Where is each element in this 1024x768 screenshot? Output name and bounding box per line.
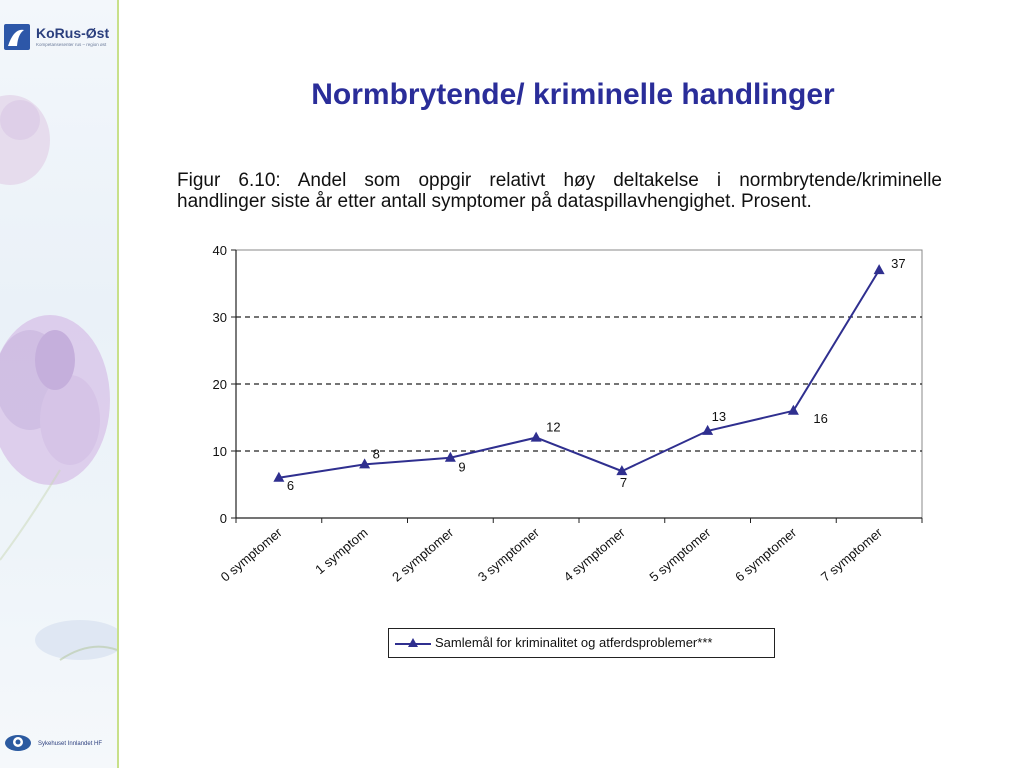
x-tick-label: 5 symptomer — [646, 524, 714, 584]
sykehuset-logo-icon — [5, 735, 31, 751]
korus-logo-icon — [4, 24, 30, 50]
data-point-marker — [702, 424, 714, 435]
y-tick-label: 30 — [213, 310, 227, 325]
korus-logo: KoRus-Øst Kompetansesenter rus – region … — [2, 22, 138, 52]
data-label: 13 — [712, 409, 726, 424]
data-label: 9 — [458, 460, 465, 475]
sykehuset-logo-name: Sykehuset Innlandet HF — [38, 741, 103, 747]
sykehuset-logo: Sykehuset Innlandet HF — [4, 732, 144, 754]
korus-logo-name: KoRus-Øst — [36, 25, 110, 41]
chart-legend: Samlemål for kriminalitet og atferdsprob… — [388, 628, 775, 658]
decorative-sidebar — [0, 0, 117, 768]
data-point-marker — [444, 451, 456, 462]
series-line — [278, 269, 880, 479]
data-label: 8 — [373, 446, 380, 461]
data-label: 37 — [891, 256, 905, 271]
legend-series-label: Samlemål for kriminalitet og atferdsprob… — [435, 635, 713, 650]
line-chart: 0 10 20 30 40 0 symptomer 1 symptom 2 symptomer… — [213, 243, 923, 585]
data-point-marker — [616, 465, 628, 476]
figure-caption: Figur 6.10: Andel som oppgir relativt hø… — [177, 170, 942, 212]
korus-logo-subtitle: Kompetansesenter rus – region øst — [36, 42, 107, 47]
x-tick-label: 7 symptomer — [818, 524, 886, 584]
y-tick-label: 40 — [213, 243, 227, 258]
flower-decoration — [0, 95, 117, 661]
x-tick-label: 4 symptomer — [561, 524, 629, 584]
y-tick-label: 0 — [220, 511, 227, 526]
figure-caption-line-1: Figur 6.10: Andel som oppgir relativt hø… — [177, 170, 942, 191]
data-point-marker — [873, 264, 885, 275]
data-label: 16 — [813, 411, 827, 426]
x-tick-label: 6 symptomer — [732, 524, 800, 584]
data-point-marker — [273, 471, 285, 482]
x-tick-label: 2 symptomer — [389, 524, 457, 584]
data-label: 6 — [287, 478, 294, 493]
y-tick-label: 10 — [213, 444, 227, 459]
data-label: 7 — [620, 475, 627, 490]
data-point-marker — [359, 458, 371, 469]
x-tick-label: 3 symptomer — [475, 524, 543, 584]
slide-title: Normbrytende/ kriminelle handlinger — [311, 78, 835, 111]
legend-marker-icon — [395, 638, 431, 647]
figure-caption-line-2: handlinger siste år etter antall symptom… — [177, 191, 812, 212]
data-label: 12 — [546, 420, 560, 435]
data-point-marker — [787, 404, 799, 415]
sidebar-divider — [117, 0, 119, 768]
x-tick-label: 0 symptomer — [218, 524, 286, 584]
data-point-marker — [530, 431, 542, 442]
x-tick-label: 1 symptom — [312, 525, 370, 577]
y-tick-label: 20 — [213, 377, 227, 392]
